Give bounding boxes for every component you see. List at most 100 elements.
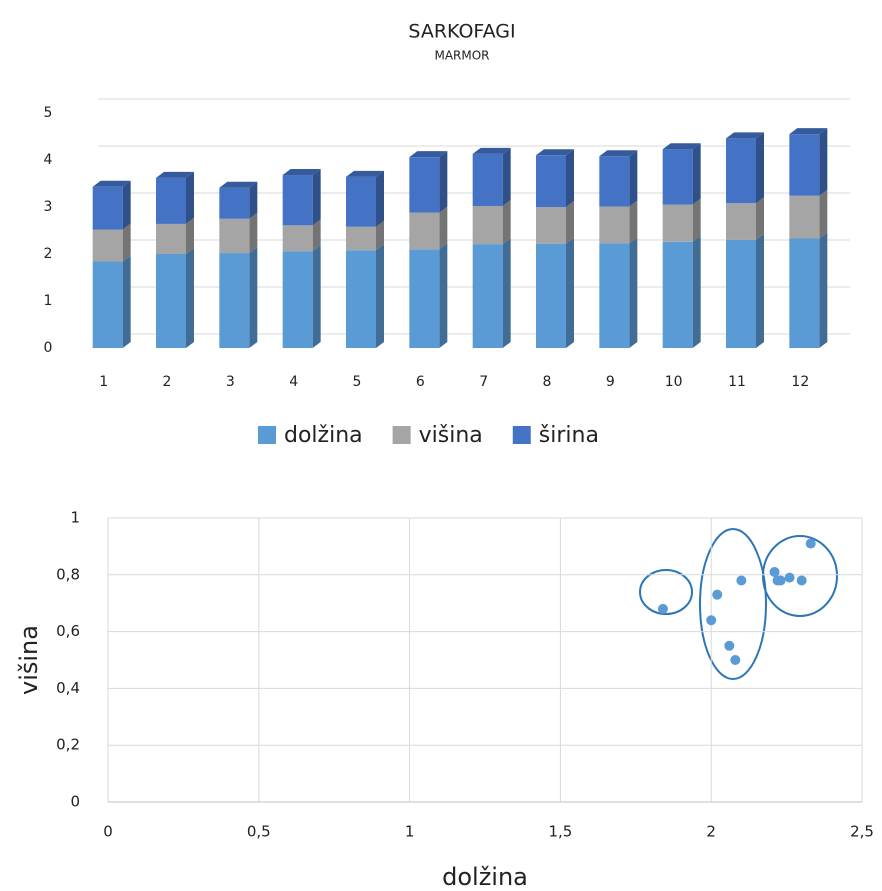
bar-side (312, 245, 321, 348)
bar-side (249, 212, 258, 254)
scatter-point (724, 640, 735, 651)
bar-side (819, 128, 828, 196)
x-tick-label: 1,5 (548, 823, 572, 841)
bar-top (156, 171, 194, 178)
bar-side (502, 147, 511, 207)
x-axis-title: dolžina (442, 863, 528, 891)
bar-top (282, 169, 321, 176)
bar-segment (599, 243, 630, 348)
x-tick-label: 6 (416, 374, 425, 390)
x-tick-label: 2 (163, 374, 172, 390)
bar-side (376, 220, 384, 251)
x-tick-label: 5 (353, 374, 362, 390)
scatter-point (736, 575, 747, 586)
bar-segment (92, 261, 123, 348)
bar-segment (472, 153, 503, 207)
bar-segment (282, 225, 313, 252)
y-tick-label: 0,8 (56, 565, 80, 583)
y-axis-title: višina (15, 625, 43, 695)
bar-side (819, 189, 828, 239)
y-tick-label: 0,2 (56, 736, 80, 754)
bar-segment (282, 251, 313, 348)
x-tick-label: 1 (405, 823, 415, 841)
bar-side (756, 197, 764, 240)
bar-segment (346, 250, 376, 348)
y-tick-label: 0 (44, 340, 53, 356)
bar-segment (156, 223, 186, 254)
x-tick-label: 7 (479, 374, 488, 390)
bar-side (186, 217, 194, 254)
scatter-point (730, 655, 741, 665)
y-tick-label: 1 (70, 509, 80, 527)
bar-segment (409, 249, 440, 348)
scatter-point (796, 575, 807, 586)
y-tick-label: 5 (44, 105, 53, 121)
x-tick-label: 2 (706, 823, 716, 841)
legend-label: višina (419, 423, 483, 448)
y-tick-label: 3 (44, 199, 53, 215)
legend-swatch (512, 426, 531, 444)
y-tick-label: 0,6 (56, 622, 80, 640)
bar-side (566, 201, 574, 244)
x-tick-label: 12 (791, 374, 809, 390)
bar-segment (662, 149, 693, 205)
scatter-point (769, 566, 780, 577)
bar-segment (726, 203, 756, 240)
x-tick-label: 4 (289, 374, 298, 390)
bar-side (439, 151, 448, 213)
bar-side (122, 255, 131, 348)
bar-side (439, 206, 448, 250)
bar-side (249, 181, 258, 219)
bar-top (409, 151, 448, 158)
bar-side (186, 171, 194, 224)
bar-side (692, 143, 701, 205)
bar-segment (536, 155, 566, 207)
bar-side (376, 244, 384, 348)
bar-side (312, 219, 321, 252)
bar-side (629, 200, 638, 244)
bar-top (599, 150, 638, 157)
bar-side (756, 233, 764, 348)
bar-top (726, 132, 764, 139)
y-tick-label: 4 (44, 152, 53, 168)
bar-segment (599, 156, 630, 207)
scatter-point (657, 603, 668, 614)
y-tick-label: 0 (70, 793, 80, 811)
x-tick-label: 0 (103, 823, 113, 841)
annotation-ellipse (762, 535, 838, 617)
bar-top (789, 128, 828, 135)
y-tick-label: 0,4 (56, 679, 80, 697)
bar-segment (536, 243, 566, 348)
legend-swatch (392, 426, 411, 444)
scatter-point (775, 575, 786, 586)
y-tick-label: 2 (44, 246, 53, 262)
x-tick-label: 3 (226, 374, 235, 390)
bar-side (186, 248, 194, 348)
bar-side (629, 237, 638, 348)
x-tick-label: 11 (728, 374, 746, 390)
legend-swatch (258, 426, 276, 444)
bar-top (662, 143, 701, 150)
y-tick-label: 1 (44, 293, 53, 309)
bar-segment (789, 238, 820, 348)
chart-subtitle: MARMOR (434, 49, 489, 63)
bar-side (566, 237, 574, 348)
bar-side (692, 198, 701, 242)
bar-side (312, 169, 321, 226)
bar-side (502, 200, 511, 245)
annotations (639, 528, 838, 680)
bar-segment (219, 187, 250, 219)
x-tick-label: 10 (665, 374, 683, 390)
bar-segment (536, 207, 566, 244)
bar-side (249, 247, 258, 348)
bar-side (756, 132, 764, 204)
bar-segment (282, 175, 313, 226)
bar-segment (219, 253, 250, 348)
bar-segment (219, 218, 250, 254)
bar-segment (599, 206, 630, 244)
bar-segment (346, 176, 376, 227)
bar-segment (92, 186, 123, 230)
bar-top (472, 147, 511, 154)
